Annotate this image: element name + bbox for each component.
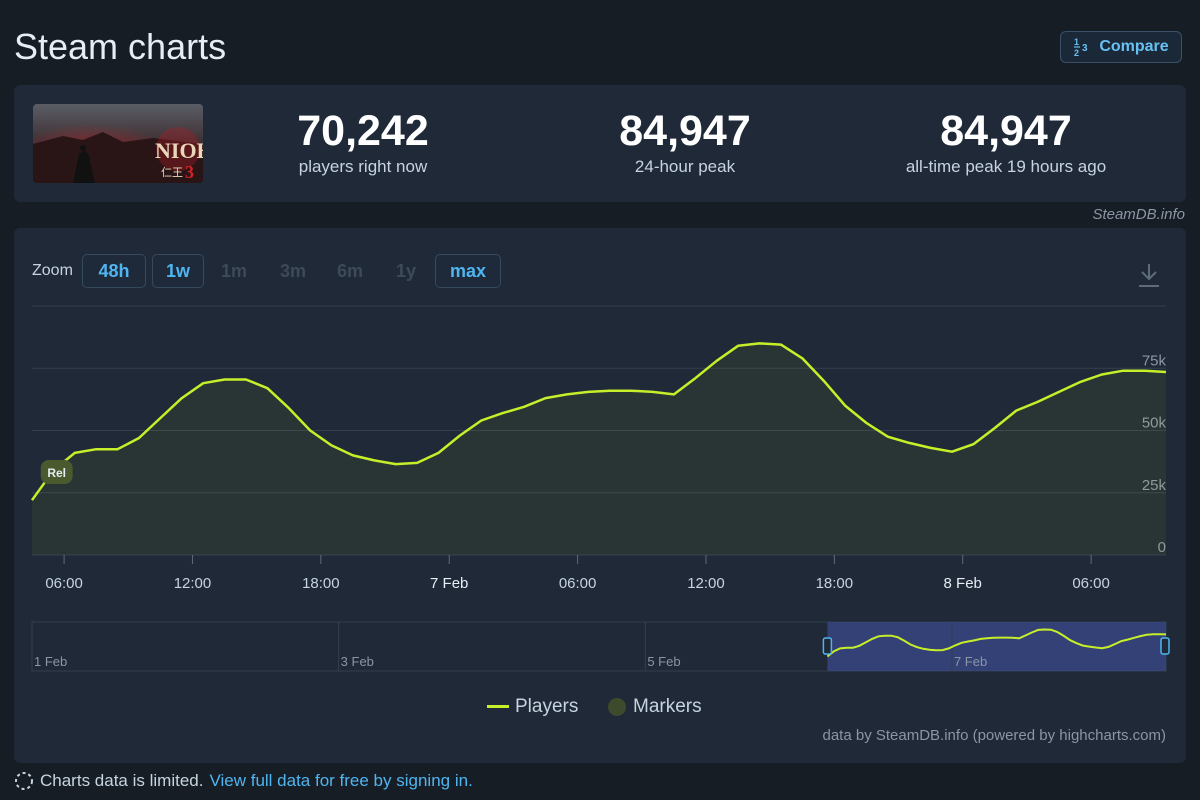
y-tick-label: 50k	[1142, 415, 1167, 432]
navigator-selection	[827, 622, 1166, 671]
release-marker-label: Rel	[47, 466, 66, 480]
peak-24h-label: 24-hour peak	[634, 157, 736, 176]
notice-text: Charts data is limited.	[40, 771, 204, 790]
page-title: Steam charts	[14, 26, 227, 67]
zoom-button-1m[interactable]: 1m	[220, 260, 247, 281]
navigator-handle[interactable]	[822, 637, 833, 655]
x-tick-label: 06:00	[45, 575, 83, 592]
sign-in-link[interactable]: View full data for free by signing in.	[209, 771, 473, 790]
all-time-peak-value: 84,947	[940, 107, 1072, 155]
x-tick-label: 12:00	[687, 575, 725, 592]
navigator-label: 5 Feb	[647, 654, 680, 669]
chart-panel	[14, 228, 1186, 763]
navigator-line	[826, 628, 1167, 658]
current-players-label: players right now	[298, 157, 428, 176]
zoom-button-48h[interactable]: 48h	[82, 254, 146, 288]
navigator-handle[interactable]	[1160, 637, 1170, 655]
game-cover-image[interactable]: NIOH 仁王 3	[33, 104, 203, 183]
x-tick-label: 06:00	[1072, 575, 1110, 592]
x-tick-label: 8 Feb	[944, 575, 982, 592]
series-area	[32, 343, 1166, 555]
svg-text:3: 3	[1082, 43, 1088, 54]
navigator-label: 1 Feb	[34, 654, 67, 669]
y-tick-label: 75k	[1142, 352, 1167, 369]
x-tick-label: 7 Feb	[430, 575, 468, 592]
all-time-peak-label: all-time peak 19 hours ago	[905, 157, 1107, 176]
svg-text:仁王: 仁王	[161, 166, 183, 179]
markers-legend-symbol	[608, 698, 626, 716]
loading-circle-icon	[15, 772, 33, 790]
current-players-value: 70,242	[297, 107, 429, 155]
navigator-label: 3 Feb	[341, 654, 374, 669]
x-tick-label: 18:00	[816, 575, 854, 592]
zoom-button-1y[interactable]: 1y	[395, 260, 417, 281]
data-limited-notice: Charts data is limited. View full data f…	[14, 771, 473, 791]
zoom-button-3m[interactable]: 3m	[279, 260, 306, 281]
steamdb-credit: SteamDB.info	[1092, 206, 1185, 223]
x-tick-label: 12:00	[174, 575, 212, 592]
compare-label: Compare	[1099, 38, 1169, 55]
legend-item-players[interactable]: Players	[487, 696, 578, 718]
svg-text:3: 3	[185, 162, 194, 182]
svg-text:1: 1	[1074, 37, 1079, 47]
zoom-button-max[interactable]: max	[435, 254, 501, 288]
download-icon[interactable]	[1137, 262, 1161, 293]
powered-by-note: data by SteamDB.info (powered by highcha…	[822, 727, 1167, 744]
stats-panel: NIOH 仁王 3 70,242 players right now 84,94…	[14, 85, 1186, 202]
navigator-label: 7 Feb	[954, 654, 987, 669]
zoom-label: Zoom	[32, 262, 73, 279]
x-tick-label: 06:00	[559, 575, 597, 592]
compare-icon: 1 2 3	[1074, 37, 1088, 57]
legend-item-markers[interactable]: Markers	[607, 696, 702, 718]
legend-players-label: Players	[515, 696, 579, 717]
y-tick-label: 0	[1158, 539, 1166, 556]
stat-current-players: 70,242 players right now	[263, 107, 463, 177]
stat-all-time-peak: 84,947 all-time peak 19 hours ago	[856, 107, 1156, 177]
svg-text:2: 2	[1074, 48, 1079, 57]
stat-24h-peak: 84,947 24-hour peak	[585, 107, 785, 177]
release-marker	[40, 460, 73, 484]
peak-24h-value: 84,947	[619, 107, 751, 155]
y-tick-label: 25k	[1142, 477, 1167, 494]
svg-text:NIOH: NIOH	[155, 138, 203, 163]
players-line	[30, 342, 1167, 501]
zoom-button-6m[interactable]: 6m	[336, 260, 363, 281]
players-legend-symbol	[487, 705, 509, 708]
compare-button[interactable]: 1 2 3 Compare	[1060, 31, 1182, 63]
legend-markers-label: Markers	[633, 696, 702, 717]
x-tick-label: 18:00	[302, 575, 340, 592]
zoom-button-1w[interactable]: 1w	[152, 254, 204, 288]
